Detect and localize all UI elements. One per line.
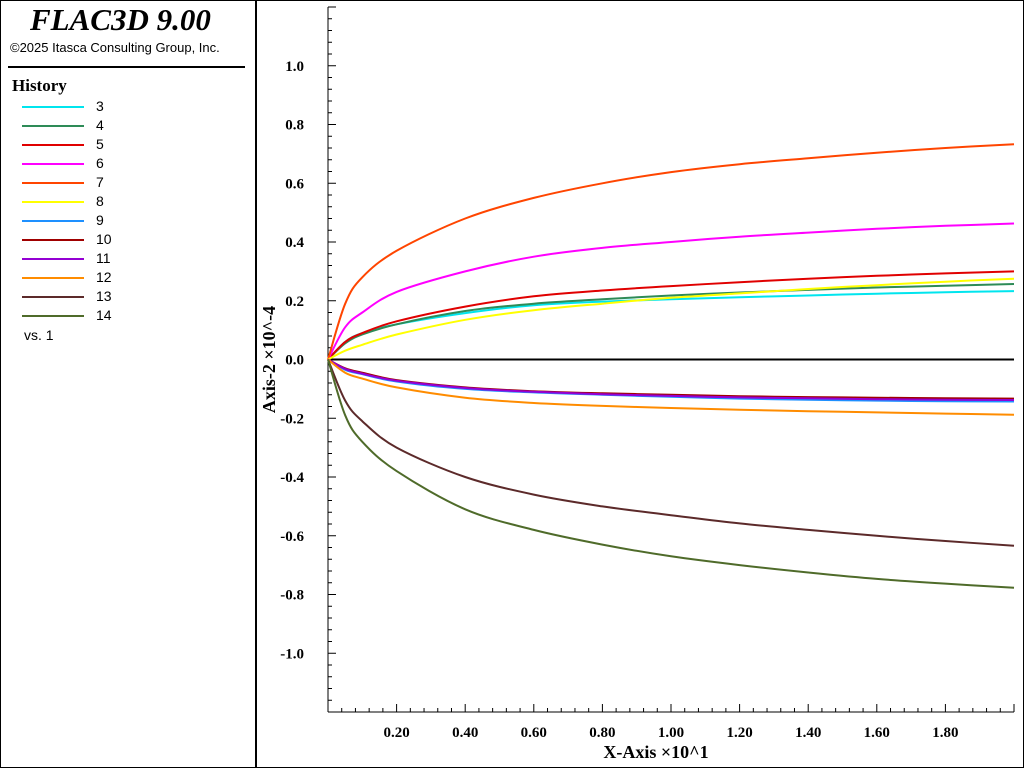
legend-item: 10 — [22, 231, 242, 250]
series-line-12 — [327, 358, 1015, 416]
y-tick-label: 0.6 — [285, 176, 304, 192]
legend-label: 14 — [96, 307, 112, 323]
series-line-4 — [327, 283, 1015, 361]
series-line-8 — [327, 277, 1015, 361]
x-tick-label: 0.80 — [589, 725, 615, 741]
series-line-14 — [327, 359, 1015, 589]
legend-label: 12 — [96, 269, 112, 285]
legend-swatch — [22, 163, 84, 165]
legend-swatch — [22, 296, 84, 298]
legend-label: 9 — [96, 212, 104, 228]
legend-item: 13 — [22, 288, 242, 307]
y-tick-label: -0.2 — [280, 411, 304, 427]
legend-label: 3 — [96, 98, 104, 114]
legend-item: 6 — [22, 155, 242, 174]
legend-swatch — [22, 220, 84, 222]
legend-label: 13 — [96, 288, 112, 304]
y-tick-label: -0.8 — [280, 588, 304, 604]
y-tick-label: 0.0 — [285, 353, 304, 369]
series-line-3 — [327, 290, 1015, 361]
legend-swatch — [22, 144, 84, 146]
legend-label: 4 — [96, 117, 104, 133]
x-tick-label: 1.00 — [658, 725, 684, 741]
legend-swatch — [22, 182, 84, 184]
legend-label: 8 — [96, 193, 104, 209]
x-tick-label: 0.60 — [521, 725, 547, 741]
y-tick-label: -0.4 — [280, 470, 304, 486]
legend-item: 4 — [22, 117, 242, 136]
legend-swatch — [22, 239, 84, 241]
legend-panel: FLAC3D 9.00 ©2025 Itasca Consulting Grou… — [0, 0, 255, 768]
legend-swatch — [22, 106, 84, 108]
plot-area[interactable]: 1.0 0.8 0.6 0.4 0.2 0.0 -0.2 -0.4 -0.6 -0.8 -1.0 0.… — [257, 0, 1023, 768]
x-axis-title: X-Axis ×10^1 — [603, 742, 708, 762]
legend-item: 5 — [22, 136, 242, 155]
x-tick-label: 1.80 — [932, 725, 958, 741]
legend-label: 6 — [96, 155, 104, 171]
title-divider — [8, 66, 245, 68]
x-tick-label: 0.20 — [383, 725, 409, 741]
series-line-6 — [327, 222, 1015, 360]
legend-item: 11 — [22, 250, 242, 269]
series-layer — [327, 143, 1015, 589]
y-tick-label: 1.0 — [285, 59, 304, 75]
legend-label: 7 — [96, 174, 104, 190]
legend-label: 5 — [96, 136, 104, 152]
series-line-7 — [327, 143, 1015, 360]
copyright-notice: ©2025 Itasca Consulting Group, Inc. — [10, 40, 220, 55]
text-layer: 1.0 0.8 0.6 0.4 0.2 0.0 -0.2 -0.4 -0.6 -0.8 -1.0 0.… — [259, 59, 959, 762]
legend-item: 3 — [22, 98, 242, 117]
legend-item: 14 — [22, 307, 242, 326]
legend-swatch — [22, 258, 84, 260]
legend-swatch — [22, 315, 84, 317]
panel-divider — [255, 0, 257, 768]
x-tick-label: 1.60 — [864, 725, 890, 741]
history-chart[interactable]: 1.0 0.8 0.6 0.4 0.2 0.0 -0.2 -0.4 -0.6 -0.8 -1.0 0.… — [257, 0, 1023, 768]
x-tick-label: 0.40 — [452, 725, 478, 741]
x-tick-label: 1.40 — [795, 725, 821, 741]
legend-vs-label: vs. 1 — [24, 327, 54, 343]
series-line-11 — [327, 358, 1015, 401]
legend-item: 12 — [22, 269, 242, 288]
y-tick-label: -1.0 — [280, 646, 304, 662]
y-tick-label: 0.4 — [285, 235, 304, 251]
app-title: FLAC3D 9.00 — [30, 2, 211, 37]
legend-label: 11 — [96, 250, 111, 266]
y-tick-label: -0.6 — [280, 529, 304, 545]
legend-item: 9 — [22, 212, 242, 231]
legend-item: 8 — [22, 193, 242, 212]
legend-swatch — [22, 201, 84, 203]
x-tick-label: 1.20 — [726, 725, 752, 741]
y-tick-label: 0.8 — [285, 118, 304, 134]
legend-swatch — [22, 125, 84, 127]
series-line-5 — [327, 270, 1015, 361]
legend-swatch — [22, 277, 84, 279]
axes-layer — [327, 6, 1015, 713]
series-line-13 — [327, 359, 1015, 547]
legend-item: 7 — [22, 174, 242, 193]
y-tick-label: 0.2 — [285, 294, 304, 310]
y-axis-title: Axis-2 ×10^-4 — [259, 306, 279, 413]
legend-heading: History — [12, 76, 67, 95]
legend-label: 10 — [96, 231, 112, 247]
